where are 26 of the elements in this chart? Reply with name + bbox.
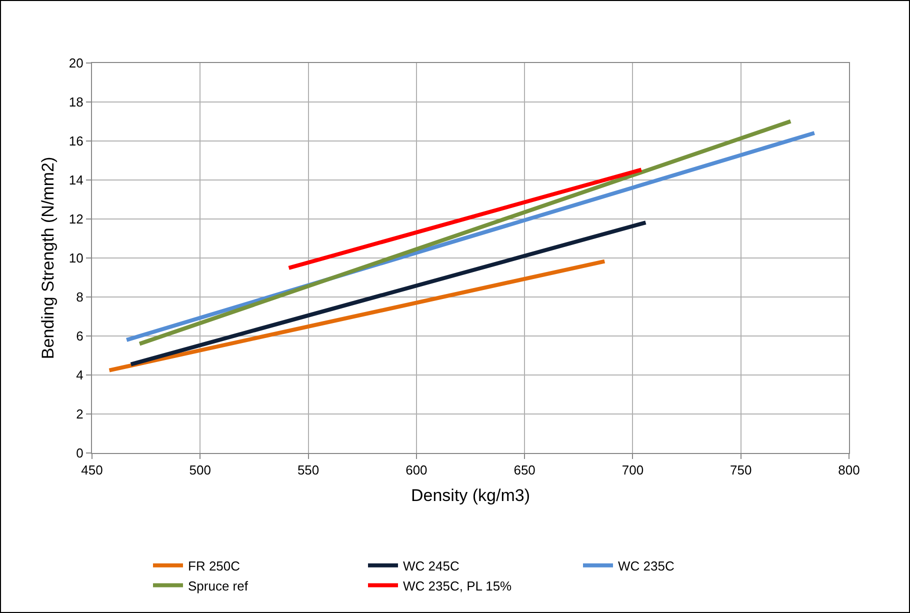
legend-label: Spruce ref xyxy=(188,578,248,594)
y-axis-title: Bending Strength (N/mm2) xyxy=(38,156,58,360)
y-tick-label: 14 xyxy=(68,172,84,188)
legend-label: WC 245C xyxy=(403,558,460,574)
x-tick-label: 800 xyxy=(838,462,860,478)
x-tick-label: 650 xyxy=(514,462,536,478)
y-tick-label: 12 xyxy=(68,212,84,227)
x-tick-label: 450 xyxy=(81,462,103,478)
x-tick-label: 700 xyxy=(622,462,644,478)
legend-label: WC 235C, PL 15% xyxy=(403,578,512,594)
y-tick-label: 20 xyxy=(68,56,84,71)
y-tick-label: 6 xyxy=(76,328,84,344)
legend-label: WC 235C xyxy=(618,558,674,574)
x-tick-label: 750 xyxy=(730,462,752,478)
x-tick-label: 550 xyxy=(297,462,320,478)
y-tick-label: 18 xyxy=(68,94,84,110)
x-tick-label: 600 xyxy=(406,462,428,478)
x-axis-title: Density (kg/m3) xyxy=(410,486,530,505)
y-tick-label: 10 xyxy=(68,250,84,266)
y-tick-label: 16 xyxy=(68,134,84,149)
y-tick-label: 2 xyxy=(76,406,84,422)
legend-label: FR 250C xyxy=(188,558,240,574)
y-tick-label: 4 xyxy=(76,368,84,383)
x-tick-label: 500 xyxy=(189,462,211,478)
y-tick-label: 8 xyxy=(76,290,84,305)
y-tick-label: 0 xyxy=(76,446,84,461)
